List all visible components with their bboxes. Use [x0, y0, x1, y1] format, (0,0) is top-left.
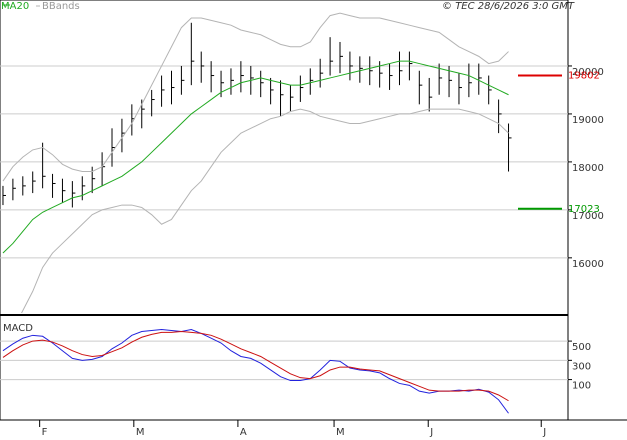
- y-tick-label: 20000: [572, 67, 604, 78]
- x-tick-label: J: [429, 427, 433, 438]
- y-tick-label: 500: [572, 342, 591, 353]
- y-tick-label: 16000: [572, 259, 604, 270]
- macd-title: MACD: [3, 323, 33, 334]
- level-label: 19802: [568, 70, 600, 81]
- series-line: [2, 60, 509, 254]
- y-tick-label: 300: [572, 361, 591, 372]
- y-tick-label: 100: [572, 381, 591, 392]
- legend-ma20: MA20: [1, 1, 29, 12]
- x-tick-label: M: [136, 427, 145, 438]
- series-line: [2, 330, 509, 402]
- series-line: [20, 108, 509, 313]
- price-panel: [2, 22, 512, 208]
- level-label: 17023: [568, 204, 600, 215]
- series-line: [2, 329, 509, 414]
- series-line: [2, 12, 509, 182]
- legend-bbands: BBands: [42, 1, 80, 12]
- x-tick-label: A: [240, 427, 247, 438]
- x-tick-label: M: [336, 427, 345, 438]
- y-tick-label: 19000: [572, 115, 604, 126]
- x-tick-label: F: [42, 427, 48, 438]
- y-tick-label: 17000: [572, 211, 604, 222]
- source-note: © TEC 28/6/2026 3:0 GMT: [442, 1, 575, 12]
- y-tick-label: 18000: [572, 163, 604, 174]
- x-tick-label: J: [542, 427, 546, 438]
